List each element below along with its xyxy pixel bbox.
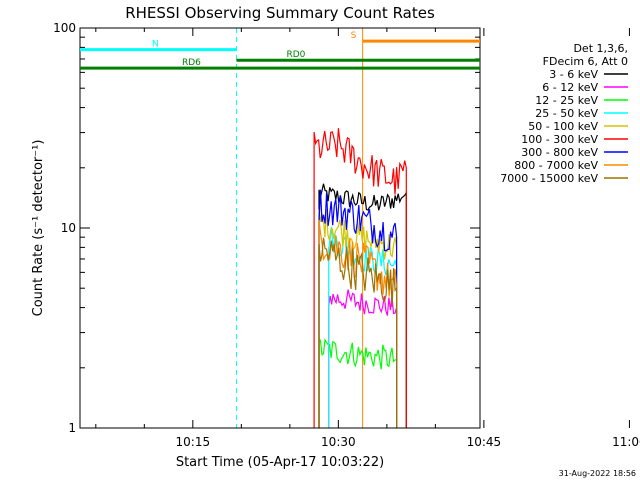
series-2: [318, 337, 398, 428]
series-1-segment-0: [328, 289, 398, 428]
legend-label-4: 50 - 100 keV: [528, 120, 598, 133]
series-8-segment-0: [318, 237, 398, 428]
y-tick-label-2: 100: [53, 21, 76, 35]
legend-label-2: 12 - 25 keV: [535, 94, 598, 107]
x-tick-label-2: 10:45: [467, 435, 502, 449]
footer-timestamp: 31-Aug-2022 18:56: [559, 469, 636, 478]
series-0: [318, 183, 407, 428]
series-6-segment-0: [318, 189, 398, 428]
legend-label-5: 100 - 300 keV: [521, 133, 598, 146]
plot-frame: [79, 27, 481, 429]
y-axis-label: Count Rate (s⁻¹ detector⁻¹): [31, 140, 46, 317]
series-1: [328, 289, 398, 428]
flag-label-S: S: [351, 31, 357, 41]
legend-label-6: 300 - 800 keV: [521, 146, 598, 159]
series-8: [318, 237, 398, 428]
y-axis: 1 10 100: [53, 21, 480, 435]
legend-label-8: 7000 - 15000 keV: [500, 172, 598, 185]
flag-label-RD6: RD6: [182, 58, 201, 68]
y-tick-label-0: 1: [68, 421, 76, 435]
legend-label-7: 800 - 7000 keV: [514, 159, 598, 172]
x-axis-label: Start Time (05-Apr-17 10:03:22): [176, 455, 384, 470]
series-5-segment-0: [313, 128, 407, 428]
flag-bars: N RD0 RD6 S: [80, 31, 480, 70]
x-tick-label-1: 10:30: [321, 435, 356, 449]
legend-header-line-2: FDecim 6, Att 0: [543, 55, 628, 68]
legend-label-1: 6 - 12 keV: [542, 81, 598, 94]
y-tick-label-1: 10: [61, 221, 76, 235]
series-5: [313, 128, 407, 428]
x-tick-label-0: 10:15: [176, 435, 211, 449]
series-2-segment-0: [318, 337, 398, 428]
flag-label-N: N: [152, 40, 159, 50]
series-3: [328, 226, 398, 428]
chart-title: RHESSI Observing Summary Count Rates: [125, 4, 435, 22]
legend-header-line-1: Det 1,3,6,: [573, 42, 628, 55]
series-6: [318, 189, 398, 428]
legend-label-0: 3 - 6 keV: [549, 68, 598, 81]
legend-label-3: 25 - 50 keV: [535, 107, 598, 120]
series-7-segment-0: [318, 219, 398, 428]
x-tick-label-3: 11:00: [612, 435, 640, 449]
plot-area: [79, 28, 407, 428]
flag-label-RD0: RD0: [286, 50, 305, 60]
series-0-segment-0: [318, 183, 407, 428]
